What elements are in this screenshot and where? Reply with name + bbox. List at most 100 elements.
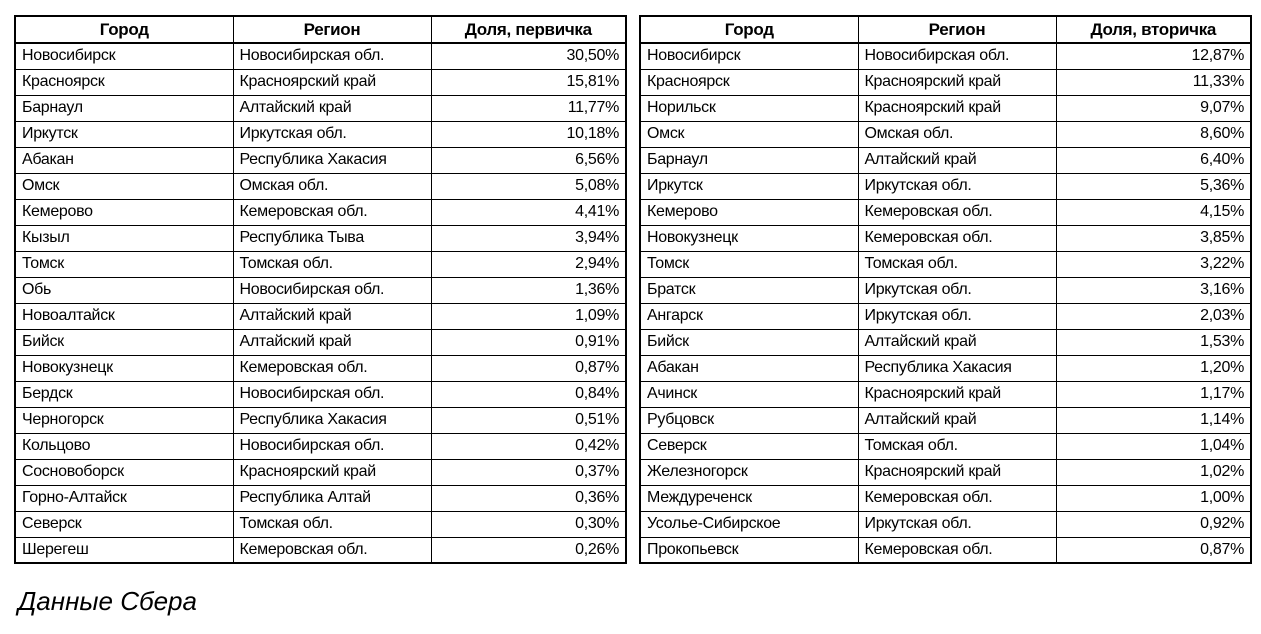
city-cell: Горно-Алтайск — [14, 484, 234, 512]
share-cell: 2,03% — [1055, 302, 1252, 330]
region-cell: Новосибирская обл. — [232, 380, 432, 408]
table-row: Горно-Алтайск Республика Алтай 0,36% — [14, 484, 627, 512]
share-cell: 0,36% — [430, 484, 627, 512]
city-cell: Сосновоборск — [14, 458, 234, 486]
share-cell: 10,18% — [430, 120, 627, 148]
table-row: Братск Иркутская обл. 3,16% — [639, 276, 1252, 304]
share-cell: 1,00% — [1055, 484, 1252, 512]
region-cell: Красноярский край — [857, 380, 1057, 408]
region-cell: Красноярский край — [232, 458, 432, 486]
share-cell: 9,07% — [1055, 94, 1252, 122]
city-cell: Кемерово — [14, 198, 234, 226]
table-row: Шерегеш Кемеровская обл. 0,26% — [14, 536, 627, 564]
share-cell: 1,14% — [1055, 406, 1252, 434]
table-row: Новокузнецк Кемеровская обл. 0,87% — [14, 354, 627, 382]
table-row: Бердск Новосибирская обл. 0,84% — [14, 380, 627, 408]
city-cell: Новокузнецк — [639, 224, 859, 252]
table-row: Абакан Республика Хакасия 6,56% — [14, 146, 627, 174]
primary-table-header: Город Регион Доля, первичка — [14, 15, 627, 44]
table-row: Красноярск Красноярский край 11,33% — [639, 68, 1252, 96]
column-header-city: Город — [14, 15, 234, 44]
share-cell: 1,04% — [1055, 432, 1252, 460]
share-cell: 0,91% — [430, 328, 627, 356]
city-cell: Шерегеш — [14, 536, 234, 564]
share-cell: 6,56% — [430, 146, 627, 174]
table-row: Железногорск Красноярский край 1,02% — [639, 458, 1252, 486]
region-cell: Алтайский край — [232, 94, 432, 122]
city-cell: Красноярск — [14, 68, 234, 96]
table-row: Новоалтайск Алтайский край 1,09% — [14, 302, 627, 330]
region-cell: Кемеровская обл. — [232, 536, 432, 564]
city-cell: Кызыл — [14, 224, 234, 252]
city-cell: Кемерово — [639, 198, 859, 226]
city-cell: Междуреченск — [639, 484, 859, 512]
region-cell: Кемеровская обл. — [857, 224, 1057, 252]
share-cell: 4,15% — [1055, 198, 1252, 226]
share-cell: 1,53% — [1055, 328, 1252, 356]
region-cell: Республика Хакасия — [857, 354, 1057, 382]
region-cell: Иркутская обл. — [857, 276, 1057, 304]
table-row: Кемерово Кемеровская обл. 4,15% — [639, 198, 1252, 226]
region-cell: Республика Алтай — [232, 484, 432, 512]
share-cell: 6,40% — [1055, 146, 1252, 174]
column-header-city: Город — [639, 15, 859, 44]
column-header-primary-share: Доля, первичка — [430, 15, 627, 44]
city-cell: Абакан — [14, 146, 234, 174]
city-cell: Прокопьевск — [639, 536, 859, 564]
secondary-table-header: Город Регион Доля, вторичка — [639, 15, 1252, 44]
city-cell: Томск — [14, 250, 234, 278]
share-cell: 3,85% — [1055, 224, 1252, 252]
city-cell: Бийск — [14, 328, 234, 356]
region-cell: Новосибирская обл. — [232, 276, 432, 304]
share-cell: 0,30% — [430, 510, 627, 538]
city-cell: Новосибирск — [639, 42, 859, 70]
table-row: Барнаул Алтайский край 11,77% — [14, 94, 627, 122]
share-cell: 15,81% — [430, 68, 627, 96]
share-cell: 11,77% — [430, 94, 627, 122]
city-cell: Омск — [639, 120, 859, 148]
table-row: Северск Томская обл. 0,30% — [14, 510, 627, 538]
region-cell: Кемеровская обл. — [232, 354, 432, 382]
region-cell: Томская обл. — [232, 510, 432, 538]
table-row: Иркутск Иркутская обл. 10,18% — [14, 120, 627, 148]
region-cell: Алтайский край — [857, 406, 1057, 434]
table-row: Новосибирск Новосибирская обл. 30,50% — [14, 42, 627, 70]
city-cell: Бердск — [14, 380, 234, 408]
city-cell: Новоалтайск — [14, 302, 234, 330]
region-cell: Омская обл. — [857, 120, 1057, 148]
table-row: Томск Томская обл. 3,22% — [639, 250, 1252, 278]
column-header-region: Регион — [232, 15, 432, 44]
city-cell: Иркутск — [639, 172, 859, 200]
header-row: Город Регион Доля, первичка — [14, 15, 627, 44]
share-cell: 1,36% — [430, 276, 627, 304]
city-cell: Черногорск — [14, 406, 234, 434]
table-row: Норильск Красноярский край 9,07% — [639, 94, 1252, 122]
region-cell: Алтайский край — [857, 328, 1057, 356]
share-cell: 3,16% — [1055, 276, 1252, 304]
table-row: Обь Новосибирская обл. 1,36% — [14, 276, 627, 304]
region-cell: Алтайский край — [857, 146, 1057, 174]
share-cell: 0,87% — [1055, 536, 1252, 564]
city-cell: Северск — [14, 510, 234, 538]
region-cell: Новосибирская обл. — [232, 432, 432, 460]
column-header-region: Регион — [857, 15, 1057, 44]
city-cell: Томск — [639, 250, 859, 278]
table-row: Бийск Алтайский край 0,91% — [14, 328, 627, 356]
table-row: Прокопьевск Кемеровская обл. 0,87% — [639, 536, 1252, 564]
region-cell: Иркутская обл. — [857, 510, 1057, 538]
table-row: Омск Омская обл. 5,08% — [14, 172, 627, 200]
region-cell: Красноярский край — [232, 68, 432, 96]
table-row: Абакан Республика Хакасия 1,20% — [639, 354, 1252, 382]
share-cell: 0,87% — [430, 354, 627, 382]
share-cell: 0,42% — [430, 432, 627, 460]
table-row: Кольцово Новосибирская обл. 0,42% — [14, 432, 627, 460]
table-row: Новосибирск Новосибирская обл. 12,87% — [639, 42, 1252, 70]
city-cell: Иркутск — [14, 120, 234, 148]
city-cell: Новокузнецк — [14, 354, 234, 382]
column-header-secondary-share: Доля, вторичка — [1055, 15, 1252, 44]
city-cell: Красноярск — [639, 68, 859, 96]
region-cell: Томская обл. — [857, 432, 1057, 460]
region-cell: Красноярский край — [857, 94, 1057, 122]
city-cell: Омск — [14, 172, 234, 200]
table-row: Рубцовск Алтайский край 1,14% — [639, 406, 1252, 434]
